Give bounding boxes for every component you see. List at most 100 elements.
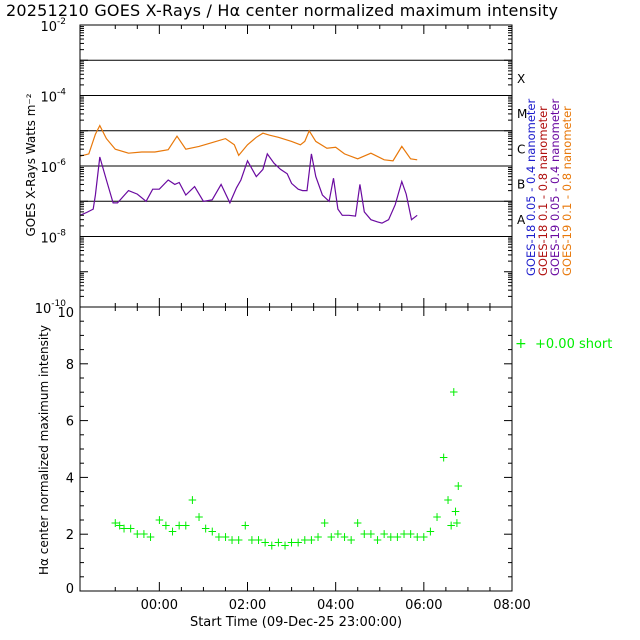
halpha-point: + xyxy=(439,451,449,465)
halpha-point: + xyxy=(379,527,389,541)
bottom-y-axis-label: Hα center normalized maximum intensity xyxy=(37,325,51,575)
halpha-point: + xyxy=(425,524,435,538)
top-y-axis: 10-210-410-610-810-10 xyxy=(35,17,512,317)
halpha-point: + xyxy=(207,524,217,538)
halpha-point: + xyxy=(154,513,164,527)
x-tick-label: 04:00 xyxy=(317,598,354,613)
halpha-legend-marker: + xyxy=(515,336,527,352)
halpha-point: + xyxy=(446,519,456,533)
halpha-point: + xyxy=(366,527,376,541)
halpha-point: + xyxy=(201,522,211,536)
halpha-point: + xyxy=(132,527,142,541)
halpha-point: + xyxy=(313,530,323,544)
halpha-legend-label: +0.00 short xyxy=(535,337,612,352)
flare-class-B: B xyxy=(517,178,525,192)
halpha-point: + xyxy=(300,533,310,547)
halpha-point: + xyxy=(392,530,402,544)
halpha-point: + xyxy=(280,539,290,553)
y-tick-label: 2 xyxy=(66,528,74,543)
halpha-point: + xyxy=(174,519,184,533)
top-y-axis-label: GOES X-Rays Watts m⁻² xyxy=(24,93,38,236)
y-tick-label: 6 xyxy=(66,415,74,430)
top-panel-gridlines xyxy=(80,59,512,237)
y-tick-label: 10-6 xyxy=(40,158,66,176)
halpha-point: + xyxy=(333,527,343,541)
legend-entry: GOES-18 0.1 - 0.8 nanometer xyxy=(536,106,550,276)
halpha-point: + xyxy=(126,522,136,536)
flare-class-M: M xyxy=(517,107,527,121)
halpha-point: + xyxy=(320,516,330,530)
halpha-point: + xyxy=(293,536,303,550)
halpha-point: + xyxy=(326,530,336,544)
halpha-point: + xyxy=(339,530,349,544)
y-tick-exponent: -6 xyxy=(57,158,66,168)
halpha-point: + xyxy=(227,533,237,547)
halpha-point: + xyxy=(359,527,369,541)
halpha-point: + xyxy=(406,527,416,541)
halpha-point: + xyxy=(399,527,409,541)
x-axis-label: Start Time (09-Dec-25 23:00:00) xyxy=(190,615,402,630)
halpha-point: + xyxy=(453,479,463,493)
halpha-point: + xyxy=(187,493,197,507)
y-tick-exponent: -2 xyxy=(57,17,66,27)
flare-class-A: A xyxy=(517,213,526,227)
halpha-point: + xyxy=(346,533,356,547)
chart-title: 20251210 GOES X-Rays / Hα center normali… xyxy=(6,1,559,20)
y-tick-label: 0 xyxy=(66,582,74,597)
halpha-point: + xyxy=(432,510,442,524)
halpha-point: + xyxy=(260,536,270,550)
halpha-point: + xyxy=(194,510,204,524)
x-tick-label: 08:00 xyxy=(493,598,530,613)
halpha-point: + xyxy=(214,530,224,544)
x-tick-label: 06:00 xyxy=(405,598,442,613)
halpha-point: + xyxy=(247,533,257,547)
legend-entry: GOES-19 0.1 - 0.8 nanometer xyxy=(560,106,574,276)
top-panel-series xyxy=(79,124,418,224)
halpha-point: + xyxy=(267,539,277,553)
halpha-point: + xyxy=(110,516,120,530)
halpha-point: + xyxy=(139,527,149,541)
flare-class-labels: X M C B A xyxy=(517,72,527,227)
bottom-panel-series: ++++++++++++++++++++++++++++++++++++++++… xyxy=(110,385,463,552)
halpha-point: + xyxy=(449,385,459,399)
x-axis: 00:00 02:00 04:00 06:00 08:00 xyxy=(114,25,531,613)
halpha-point: + xyxy=(119,522,129,536)
halpha-point: + xyxy=(168,524,178,538)
y-tick-label: 8 xyxy=(66,358,74,373)
halpha-point: + xyxy=(306,533,316,547)
bottom-y-axis: 0 2 4 6 8 10 xyxy=(57,306,512,597)
halpha-point: + xyxy=(161,519,171,533)
y-tick-label: 10-4 xyxy=(40,88,66,106)
y-tick-exponent: -4 xyxy=(57,88,66,98)
legend-entry: GOES-19 0.05 - 0.4 nanometer xyxy=(548,99,562,277)
y-tick-label: 10-8 xyxy=(40,229,66,247)
halpha-point: + xyxy=(181,519,191,533)
halpha-point: + xyxy=(419,530,429,544)
flare-class-C: C xyxy=(517,142,525,156)
halpha-point: + xyxy=(412,530,422,544)
y-tick-label: 10 xyxy=(57,306,74,321)
halpha-point: + xyxy=(253,533,263,547)
halpha-point: + xyxy=(451,504,461,518)
halpha-point: + xyxy=(287,536,297,550)
halpha-point: + xyxy=(273,536,283,550)
halpha-point: + xyxy=(145,530,155,544)
halpha-point: + xyxy=(373,533,383,547)
legend-entry: GOES-18 0.05 - 0.4 nanometer xyxy=(524,99,538,277)
flare-class-X: X xyxy=(517,72,525,86)
halpha-point: + xyxy=(220,530,230,544)
y-tick-label: 10-2 xyxy=(40,17,66,35)
halpha-point: + xyxy=(452,516,462,530)
x-tick-label: 02:00 xyxy=(229,598,266,613)
halpha-point: + xyxy=(234,533,244,547)
halpha-legend: + +0.00 short xyxy=(515,336,612,352)
xray-series-1 xyxy=(79,152,418,224)
x-tick-label: 00:00 xyxy=(141,598,178,613)
halpha-point: + xyxy=(115,519,125,533)
halpha-point: + xyxy=(240,519,250,533)
halpha-point: + xyxy=(443,493,453,507)
y-tick-label: 4 xyxy=(66,471,74,486)
halpha-point: + xyxy=(353,516,363,530)
